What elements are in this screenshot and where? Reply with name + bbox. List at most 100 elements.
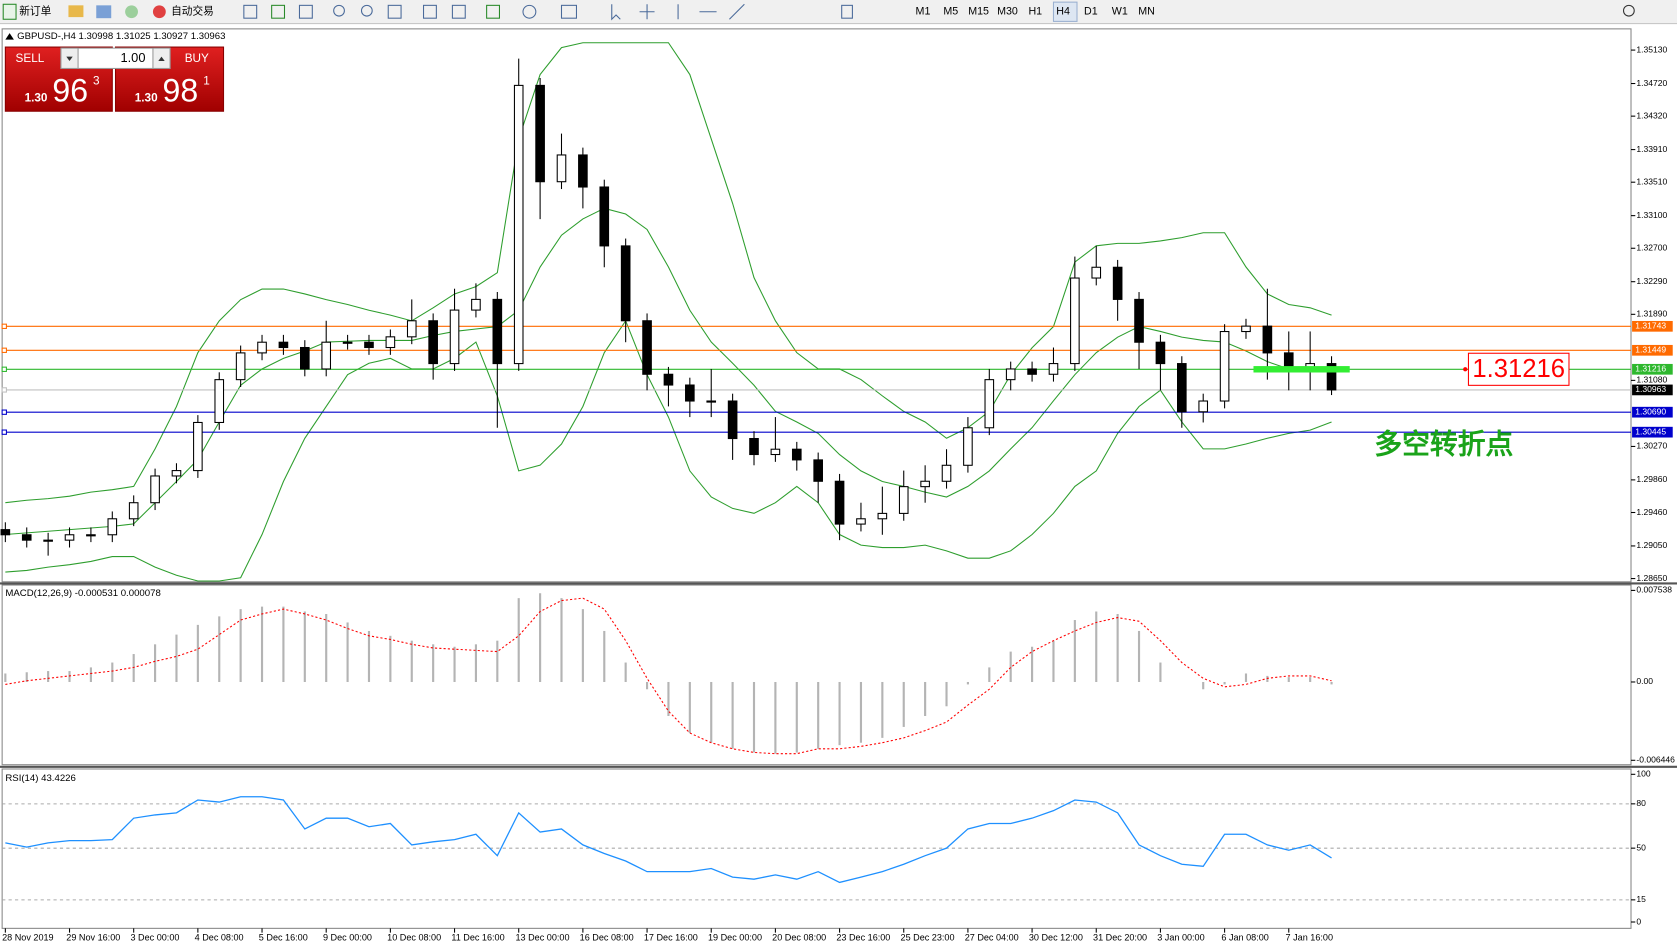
icon[interactable] xyxy=(125,5,138,19)
candle-body xyxy=(86,534,96,537)
line-handle xyxy=(1,409,7,415)
icon[interactable] xyxy=(422,4,437,19)
candle-body xyxy=(685,384,695,402)
timeframe-button[interactable]: D1 xyxy=(1084,6,1098,18)
icon[interactable] xyxy=(271,4,286,19)
icon[interactable] xyxy=(522,4,537,19)
macd-panel-frame xyxy=(1,584,1632,766)
x-tick-label: 23 Dec 16:00 xyxy=(836,932,890,942)
candle-body xyxy=(321,341,332,370)
icon[interactable] xyxy=(387,4,402,19)
timeframe-button[interactable]: W1 xyxy=(1112,6,1128,18)
one-click-trading: 1.00 SELL BUY 1.30 96 3 1.30 98 1 xyxy=(4,46,225,112)
price-label-bg xyxy=(1632,320,1673,332)
buy-price-prefix[interactable]: 1.30 xyxy=(135,92,158,105)
candle-body xyxy=(1177,363,1187,413)
candle-body xyxy=(749,437,759,456)
timeframe-button[interactable]: M15 xyxy=(968,6,989,18)
icon[interactable] xyxy=(298,4,313,19)
buy-label[interactable]: BUY xyxy=(185,52,209,65)
active-timeframe-bg xyxy=(1052,1,1078,22)
candle-body xyxy=(128,502,139,520)
y-tick-label: 1.34720 xyxy=(1636,78,1667,88)
price-label-bg xyxy=(1632,406,1673,418)
candle-body xyxy=(449,309,460,365)
y-tick-label: -0.006446 xyxy=(1636,755,1675,765)
candle-body xyxy=(599,186,610,247)
y-tick-label: 1.32700 xyxy=(1636,243,1667,253)
auto-trade-button[interactable]: 自动交易 xyxy=(171,5,214,18)
y-tick-label: 1.34320 xyxy=(1636,110,1667,120)
cursor-tool[interactable] xyxy=(611,4,621,21)
icon[interactable] xyxy=(486,4,500,19)
zoom-in[interactable] xyxy=(333,4,345,17)
timeframe-button[interactable]: M5 xyxy=(943,6,958,18)
auto-trade-icon[interactable] xyxy=(152,5,166,19)
icon[interactable] xyxy=(451,4,466,19)
price-label-bg xyxy=(1632,384,1673,396)
y-tick-label: 0 xyxy=(1636,916,1641,926)
timeframe-button[interactable]: M30 xyxy=(997,6,1018,18)
candle-body xyxy=(513,84,524,365)
zoom-out[interactable] xyxy=(360,4,373,17)
y-tick-label: 0.00 xyxy=(1636,676,1653,686)
candle-body xyxy=(385,336,396,349)
y-tick-label: 1.32290 xyxy=(1636,276,1667,286)
candle-body xyxy=(492,298,503,365)
main-panel-frame xyxy=(1,28,1632,583)
x-tick-label: 30 Dec 12:00 xyxy=(1029,932,1083,942)
search-icon[interactable] xyxy=(1622,4,1635,17)
new-order-button[interactable]: 新订单 xyxy=(19,5,51,18)
bollinger-band xyxy=(5,319,1332,582)
icon[interactable] xyxy=(243,4,258,19)
timeframe-button[interactable]: H1 xyxy=(1028,6,1042,18)
candle-body xyxy=(620,245,631,322)
x-tick-label: 4 Dec 08:00 xyxy=(195,932,244,942)
timeframe-button[interactable]: H4 xyxy=(1056,6,1070,18)
trendline-tool[interactable] xyxy=(729,3,745,20)
y-tick-label: 80 xyxy=(1636,798,1646,808)
timeframe-button[interactable]: M1 xyxy=(916,6,931,18)
y-tick-label: 1.29050 xyxy=(1636,540,1667,550)
x-tick-label: 25 Dec 23:00 xyxy=(901,932,955,942)
candle-body xyxy=(364,341,374,349)
candle-body xyxy=(171,470,182,477)
candle-body xyxy=(21,534,32,541)
new-order-icon[interactable] xyxy=(2,3,17,20)
macd-title: MACD(12,26,9) -0.000531 0.000078 xyxy=(5,588,160,599)
line-handle xyxy=(1,323,7,329)
icon[interactable] xyxy=(841,4,853,19)
candle-body xyxy=(1070,277,1080,365)
x-tick-label: 10 Dec 08:00 xyxy=(387,932,441,942)
price-label: 1.31216 xyxy=(1635,364,1666,374)
sell-price-pips[interactable]: 96 xyxy=(52,73,88,109)
candle-body xyxy=(428,320,438,365)
candle-body xyxy=(278,341,289,349)
candle-body xyxy=(727,400,738,440)
y-tick-label: 1.31890 xyxy=(1636,309,1667,319)
candle-body xyxy=(1134,298,1144,343)
sell-label[interactable]: SELL xyxy=(16,52,45,65)
crosshair-tool[interactable] xyxy=(639,4,655,20)
x-tick-label: 3 Jan 00:00 xyxy=(1157,932,1204,942)
icon[interactable] xyxy=(560,4,578,19)
toolbar-icons xyxy=(243,3,853,21)
x-tick-label: 11 Dec 16:00 xyxy=(451,932,504,942)
buy-price-point[interactable]: 1 xyxy=(203,74,210,87)
x-tick-label: 7 Jan 16:00 xyxy=(1286,932,1333,942)
icon[interactable] xyxy=(68,5,84,18)
rsi-title: RSI(14) 43.4226 xyxy=(5,773,76,784)
sell-price-prefix[interactable]: 1.30 xyxy=(25,92,48,105)
candle-body xyxy=(941,464,952,482)
x-tick-label: 27 Dec 04:00 xyxy=(965,932,1019,942)
lot-value[interactable]: 1.00 xyxy=(120,50,145,65)
icon[interactable] xyxy=(96,5,112,19)
line-handle xyxy=(1,429,7,435)
candle-body xyxy=(834,480,845,525)
collapse-icon[interactable] xyxy=(5,33,14,40)
timeframe-button[interactable]: MN xyxy=(1138,6,1155,18)
y-tick-label: 1.29860 xyxy=(1636,474,1667,484)
sell-price-point[interactable]: 3 xyxy=(93,74,100,87)
buy-price-pips[interactable]: 98 xyxy=(163,73,199,109)
